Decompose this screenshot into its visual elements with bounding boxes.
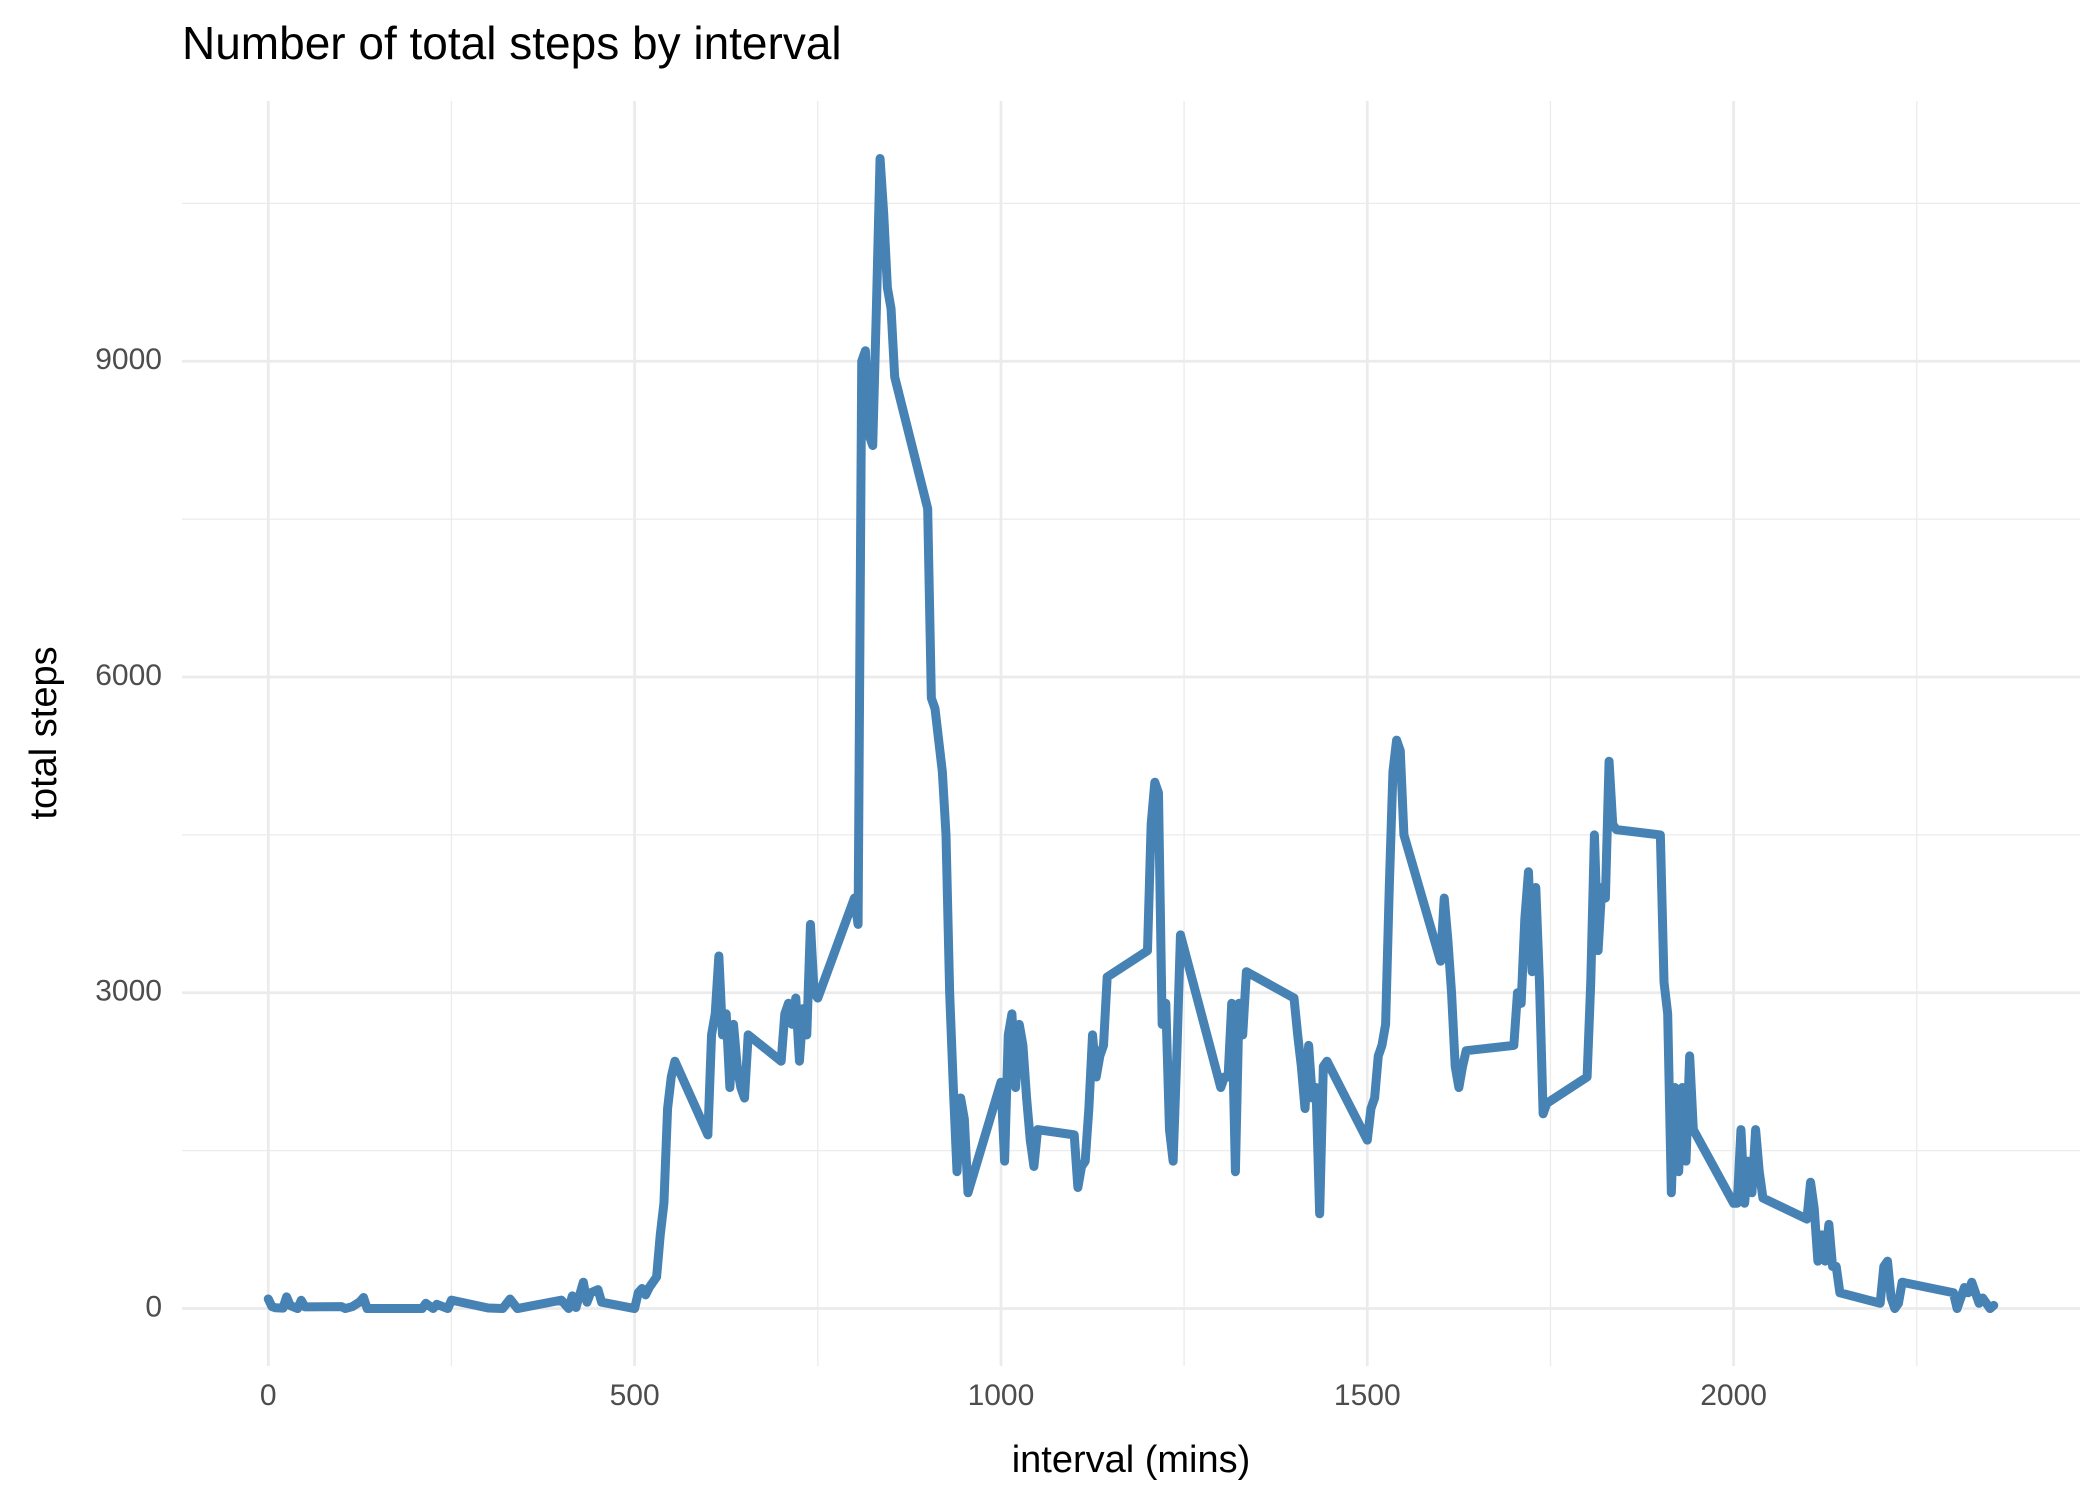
plot — [263, 153, 1999, 1314]
x-tick-label: 1000 — [968, 1379, 1035, 1412]
x-tick-label: 0 — [260, 1379, 277, 1412]
grid — [182, 101, 2080, 1366]
y-axis-title: total steps — [23, 646, 65, 819]
line-series — [263, 153, 1999, 1314]
x-tick-label: 1500 — [1334, 1379, 1401, 1412]
x-tick-label: 2000 — [1700, 1379, 1767, 1412]
x-tick-label: 500 — [610, 1379, 660, 1412]
y-tick-label: 9000 — [95, 343, 162, 376]
chart-title: Number of total steps by interval — [182, 17, 842, 69]
y-tick-label: 3000 — [95, 975, 162, 1008]
y-tick-label: 6000 — [95, 659, 162, 692]
y-tick-label: 0 — [145, 1290, 162, 1323]
x-axis-title: interval (mins) — [1012, 1439, 1251, 1481]
